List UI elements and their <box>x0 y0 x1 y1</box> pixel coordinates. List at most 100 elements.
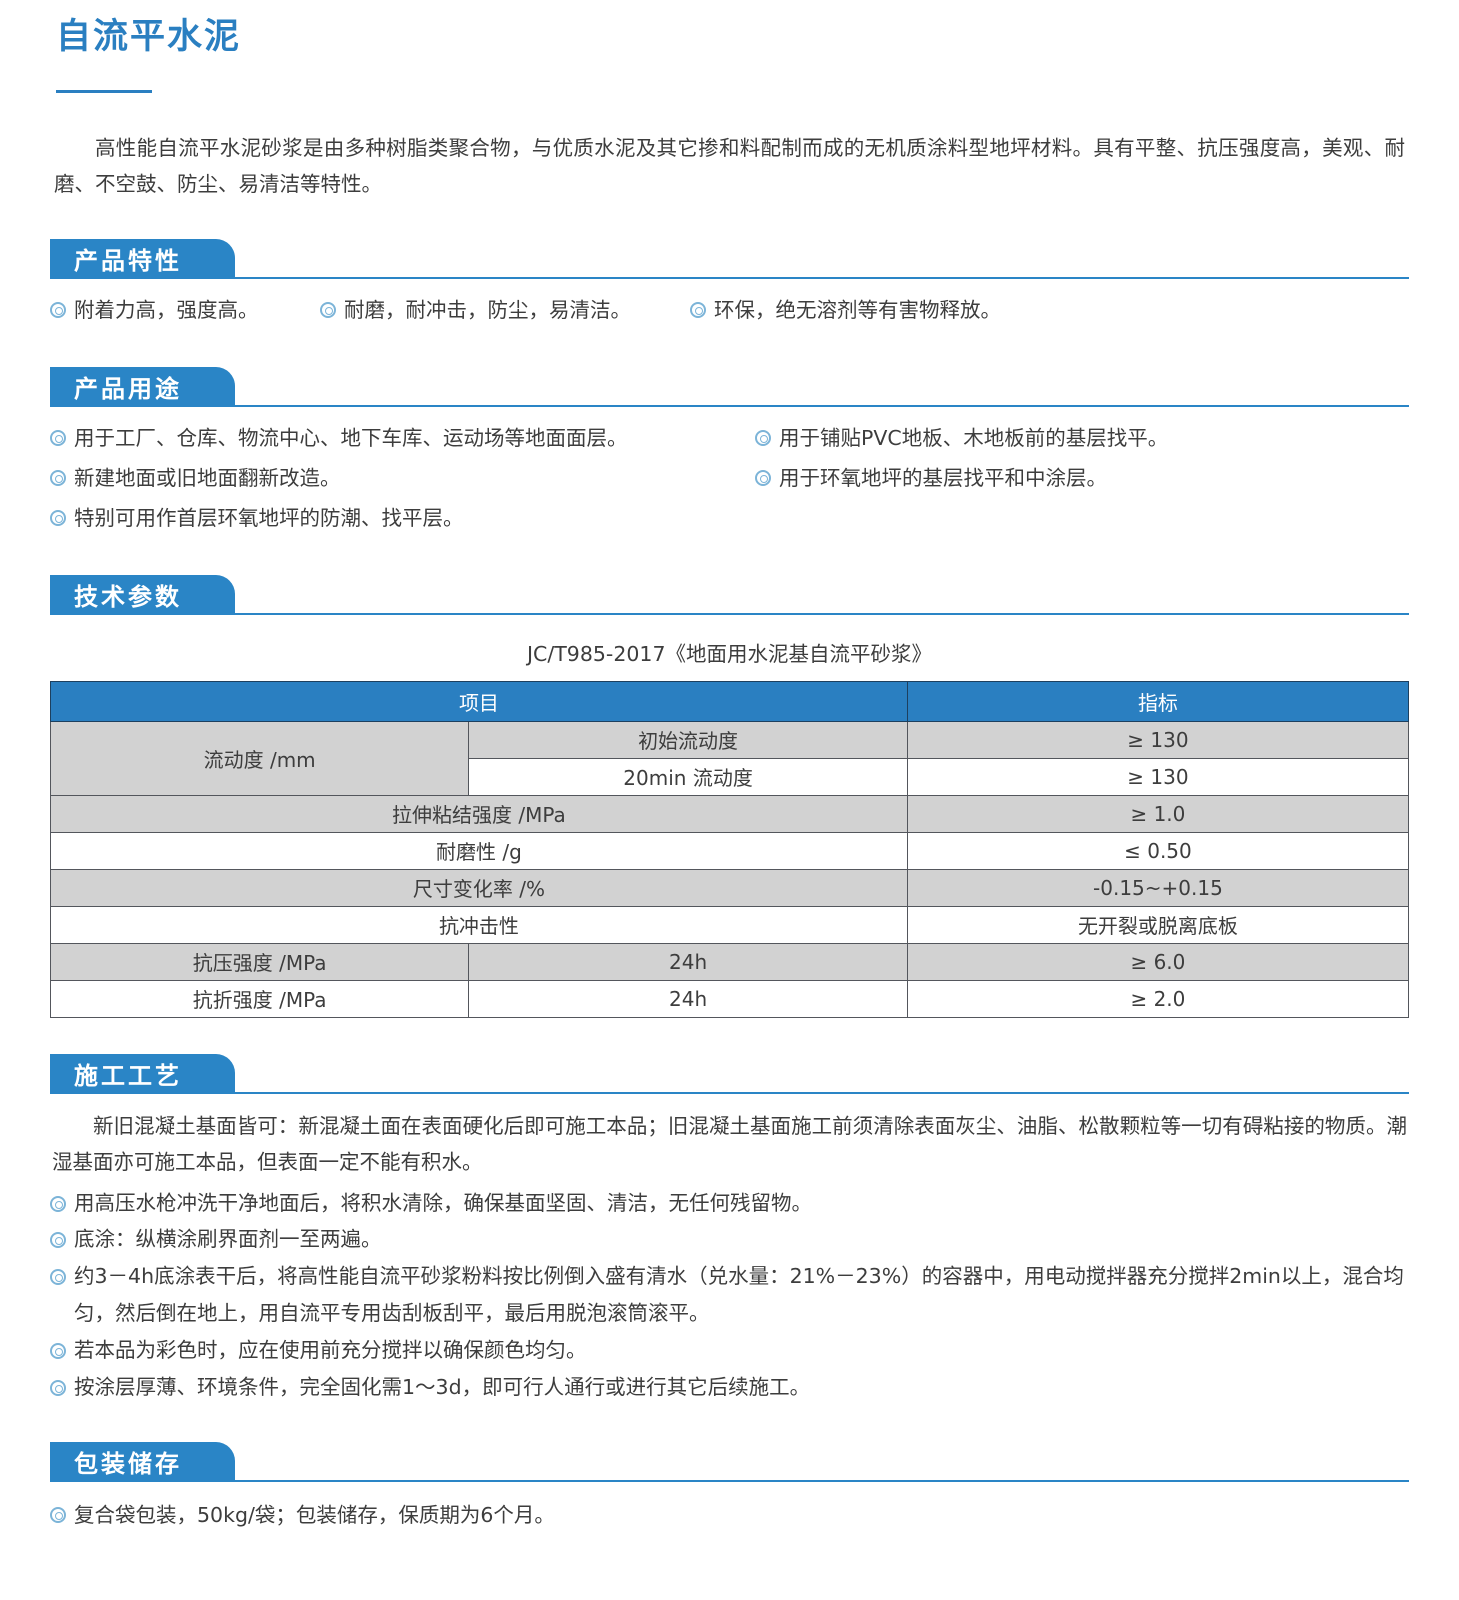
list-item-label: 约3－4h底涂表干后，将高性能自流平砂浆粉料按比例倒入盛有清水（兑水量：21%－… <box>74 1264 1404 1326</box>
cell-index-value: ≥ 1.0 <box>906 794 1410 833</box>
double-circle-bullet-icon <box>50 1232 66 1249</box>
cell-item-sub: 24h <box>468 979 908 1018</box>
list-item: 新建地面或旧地面翻新改造。 <box>50 459 750 499</box>
cell-index-value: ≤ 0.50 <box>906 831 1410 870</box>
cell-item-sub: 20min 流动度 <box>468 757 908 796</box>
cell-index-value: ≥ 130 <box>906 757 1410 796</box>
section-usage: 产品用途 用于工厂、仓库、物流中心、地下车库、运动场等地面面层。 新建地面或旧地… <box>50 366 1409 539</box>
list-item-label: 用于环氧地坪的基层找平和中涂层。 <box>779 465 1107 490</box>
usage-list: 用于工厂、仓库、物流中心、地下车库、运动场等地面面层。 新建地面或旧地面翻新改造… <box>50 419 1409 539</box>
cell-item-group: 流动度 /mm <box>49 720 470 796</box>
section-tag-packaging: 包装储存 <box>50 1441 235 1482</box>
section-header-usage: 产品用途 <box>50 366 1409 407</box>
cell-item-group: 尺寸变化率 /% <box>50 868 908 907</box>
list-item: 用于铺贴PVC地板、木地板前的基层找平。 <box>755 419 1409 459</box>
cell-index-value: ≥ 130 <box>906 720 1410 759</box>
list-item-label: 若本品为彩色时，应在使用前充分搅拌以确保颜色均匀。 <box>74 1338 587 1363</box>
double-circle-bullet-icon <box>50 469 66 486</box>
spec-table: 项目 指标 流动度 /mm 初始流动度 ≥ 130 20min 流动度 ≥ 13… <box>49 680 1410 1018</box>
section-tag-usage: 产品用途 <box>50 366 235 407</box>
cell-item-group: 拉伸粘结强度 /MPa <box>50 794 908 833</box>
section-specs: 技术参数 JC/T985-2017《地面用水泥基自流平砂浆》 项目 指标 流动度… <box>49 574 1410 1018</box>
intro-paragraph: 高性能自流平水泥砂浆是由多种树脂类聚合物，与优质水泥及其它掺和料配制而成的无机质… <box>54 136 1405 196</box>
standard-reference: JC/T985-2017《地面用水泥基自流平砂浆》 <box>527 641 932 666</box>
list-item: 特别可用作首层环氧地坪的防潮、找平层。 <box>50 499 750 539</box>
double-circle-bullet-icon <box>50 429 66 446</box>
section-rule <box>50 1091 1409 1094</box>
cell-index-value: ≥ 6.0 <box>906 942 1410 981</box>
double-circle-bullet-icon <box>50 301 66 318</box>
table-row: 抗冲击性 无开裂或脱离底板 <box>50 905 1410 944</box>
list-item: 环保，绝无溶剂等有害物释放。 <box>690 291 1001 331</box>
cell-item-group: 抗折强度 /MPa <box>49 979 470 1018</box>
process-paragraph: 新旧混凝土基面皆可：新混凝土面在表面硬化后即可施工本品；旧混凝土基面施工前须清除… <box>52 1113 1407 1175</box>
section-tag-specs: 技术参数 <box>50 574 235 615</box>
double-circle-bullet-icon <box>50 509 66 526</box>
section-rule <box>50 1479 1409 1482</box>
list-item-label: 环保，绝无溶剂等有害物释放。 <box>714 297 1001 322</box>
list-item-label: 用高压水枪冲洗干净地面后，将积水清除，确保基面坚固、清洁，无任何残留物。 <box>74 1190 812 1215</box>
section-process: 施工工艺 新旧混凝土基面皆可：新混凝土面在表面硬化后即可施工本品；旧混凝土基面施… <box>50 1053 1409 1406</box>
list-item-label: 附着力高，强度高。 <box>74 297 259 322</box>
table-row: 流动度 /mm 初始流动度 ≥ 130 <box>49 720 1410 796</box>
list-item: 复合袋包装，50kg/袋；包装储存，保质期为6个月。 <box>50 1496 1409 1536</box>
double-circle-bullet-icon <box>755 469 771 486</box>
section-header-specs: 技术参数 <box>50 574 1409 615</box>
double-circle-bullet-icon <box>50 1269 66 1286</box>
list-item: 用高压水枪冲洗干净地面后，将积水清除，确保基面坚固、清洁，无任何残留物。 <box>50 1185 1409 1222</box>
list-item-label: 用于铺贴PVC地板、木地板前的基层找平。 <box>779 425 1169 450</box>
cell-item-sub: 初始流动度 <box>468 720 908 759</box>
column-header-index: 指标 <box>906 680 1410 722</box>
section-packaging: 包装储存 复合袋包装，50kg/袋；包装储存，保质期为6个月。 <box>50 1441 1409 1536</box>
section-features: 产品特性 附着力高，强度高。 耐磨，耐冲击，防尘，易清洁。 环保，绝无溶剂等有害… <box>50 238 1409 331</box>
section-rule <box>50 612 1409 615</box>
double-circle-bullet-icon <box>50 1195 66 1212</box>
list-item-label: 特别可用作首层环氧地坪的防潮、找平层。 <box>74 505 464 530</box>
table-row: 耐磨性 /g ≤ 0.50 <box>50 831 1410 870</box>
cell-item-sub: 24h <box>468 942 908 981</box>
double-circle-bullet-icon <box>50 1380 66 1397</box>
cell-item-group: 抗压强度 /MPa <box>49 942 470 981</box>
list-item: 约3－4h底涂表干后，将高性能自流平砂浆粉料按比例倒入盛有清水（兑水量：21%－… <box>50 1258 1409 1332</box>
double-circle-bullet-icon <box>50 1506 66 1523</box>
list-item: 用于工厂、仓库、物流中心、地下车库、运动场等地面面层。 <box>50 419 750 459</box>
list-item-label: 新建地面或旧地面翻新改造。 <box>74 465 341 490</box>
section-rule <box>50 404 1409 407</box>
column-header-item: 项目 <box>50 680 908 722</box>
double-circle-bullet-icon <box>690 301 706 318</box>
section-tag-process: 施工工艺 <box>50 1053 235 1094</box>
table-row: 抗压强度 /MPa 24h ≥ 6.0 <box>49 942 1410 981</box>
table-row: 20min 流动度 ≥ 130 <box>51 757 1410 796</box>
section-header-process: 施工工艺 <box>50 1053 1409 1094</box>
section-header-packaging: 包装储存 <box>50 1441 1409 1482</box>
double-circle-bullet-icon <box>50 1343 66 1360</box>
cell-item-group: 耐磨性 /g <box>50 831 908 870</box>
list-item: 附着力高，强度高。 <box>50 291 320 331</box>
title-underline-rule <box>56 90 152 93</box>
table-header-row: 项目 指标 <box>50 680 1410 722</box>
cell-index-value: 无开裂或脱离底板 <box>906 905 1410 944</box>
section-header-features: 产品特性 <box>50 238 1409 279</box>
cell-index-value: -0.15~+0.15 <box>906 868 1410 907</box>
list-item-label: 复合袋包装，50kg/袋；包装储存，保质期为6个月。 <box>74 1502 555 1527</box>
table-row: 尺寸变化率 /% -0.15~+0.15 <box>50 868 1410 907</box>
usage-column-left: 用于工厂、仓库、物流中心、地下车库、运动场等地面面层。 新建地面或旧地面翻新改造… <box>50 419 750 539</box>
cell-item-group: 抗冲击性 <box>50 905 908 944</box>
section-tag-features: 产品特性 <box>50 238 235 279</box>
list-item-label: 用于工厂、仓库、物流中心、地下车库、运动场等地面面层。 <box>74 425 628 450</box>
list-item: 耐磨，耐冲击，防尘，易清洁。 <box>320 291 690 331</box>
usage-column-right: 用于铺贴PVC地板、木地板前的基层找平。 用于环氧地坪的基层找平和中涂层。 <box>750 419 1409 539</box>
list-item-label: 底涂：纵横涂刷界面剂一至两遍。 <box>74 1227 382 1252</box>
cell-index-value: ≥ 2.0 <box>906 979 1410 1018</box>
table-row: 抗折强度 /MPa 24h ≥ 2.0 <box>49 979 1410 1018</box>
list-item-label: 按涂层厚薄、环境条件，完全固化需1～3d，即可行人通行或进行其它后续施工。 <box>74 1375 811 1400</box>
list-item-label: 耐磨，耐冲击，防尘，易清洁。 <box>344 297 631 322</box>
process-list: 用高压水枪冲洗干净地面后，将积水清除，确保基面坚固、清洁，无任何残留物。 底涂：… <box>50 1185 1409 1406</box>
list-item: 用于环氧地坪的基层找平和中涂层。 <box>755 459 1409 499</box>
table-row: 拉伸粘结强度 /MPa ≥ 1.0 <box>50 794 1410 833</box>
page-title: 自流平水泥 <box>56 17 242 57</box>
double-circle-bullet-icon <box>755 429 771 446</box>
list-item: 按涂层厚薄、环境条件，完全固化需1～3d，即可行人通行或进行其它后续施工。 <box>50 1369 1409 1406</box>
packaging-list: 复合袋包装，50kg/袋；包装储存，保质期为6个月。 <box>50 1496 1409 1536</box>
